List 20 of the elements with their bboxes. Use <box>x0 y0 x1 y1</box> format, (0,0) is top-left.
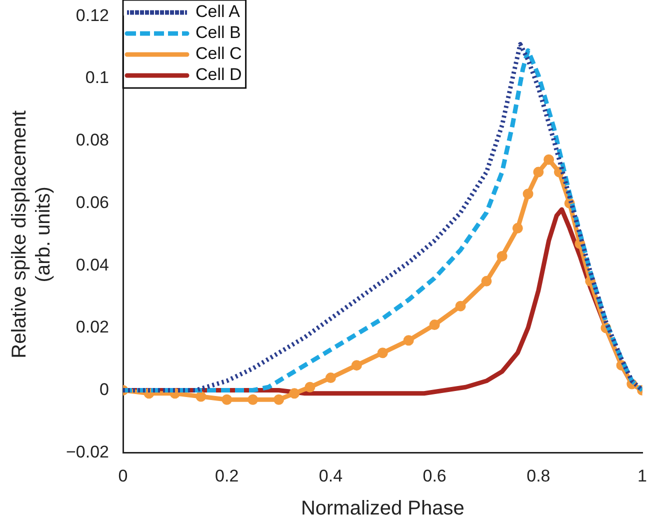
x-axis-title: Normalized Phase <box>300 498 464 520</box>
x-tick-label: 0.2 <box>215 466 239 486</box>
y-axis-title: Relative spike displacement (arb. units) <box>8 110 55 358</box>
y-tick-label: 0.08 <box>76 130 110 150</box>
x-tick-label: 0 <box>118 466 128 486</box>
x-tick-label: 1 <box>638 466 648 486</box>
y-tick-label: 0 <box>100 380 110 399</box>
y-tick-label: 0.1 <box>85 68 110 88</box>
legend-label: Cell D <box>196 65 242 84</box>
y-tick-label: −0.02 <box>66 442 110 462</box>
x-tick-label: 0.6 <box>422 466 446 486</box>
legend-label: Cell A <box>196 2 241 22</box>
legend-label: Cell C <box>196 44 242 64</box>
x-tick-label: 0.4 <box>318 466 343 486</box>
y-tick-label: 0.06 <box>76 192 110 212</box>
legend-label: Cell B <box>196 23 241 42</box>
y-tick-label: 0.12 <box>76 6 110 25</box>
y-tick-label: 0.02 <box>76 318 110 337</box>
y-tick-label: 0.04 <box>76 255 110 274</box>
x-tick-label: 0.8 <box>526 466 550 486</box>
